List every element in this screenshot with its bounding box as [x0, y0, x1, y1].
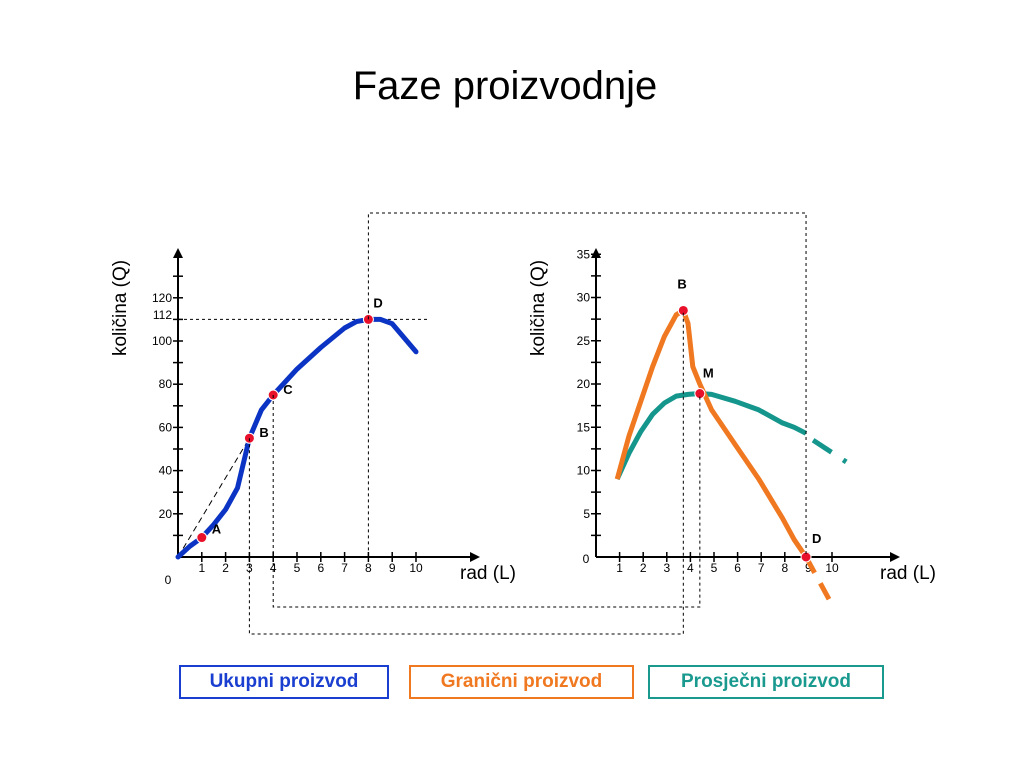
y-tick-label: 100: [152, 334, 172, 348]
y-tick-label: 60: [159, 420, 173, 434]
y-tick-label: 5: [583, 507, 590, 521]
x-tick-label: 10: [825, 561, 839, 575]
x-axis-arrow: [890, 552, 900, 562]
point-label-m: M: [703, 366, 714, 381]
x-tick-label: 4: [270, 561, 277, 575]
y-axis-label: količina (Q): [110, 260, 131, 356]
y-tick-label: 15: [577, 420, 591, 434]
x-tick-label: 7: [758, 561, 765, 575]
slide-title: Faze proizvodnje: [352, 64, 658, 108]
legend-marginal-product: Granični proizvod: [409, 665, 634, 699]
point-label-d: D: [373, 295, 382, 310]
x-tick-label: 6: [734, 561, 741, 575]
x-tick-label: 8: [781, 561, 788, 575]
average-product-line: [614, 391, 808, 481]
x-axis-label: rad (L): [880, 563, 936, 584]
connector-b: [248, 310, 684, 635]
y-tick-label: 20: [577, 377, 591, 391]
x-tick-label: 2: [222, 561, 229, 575]
y-axis-arrow: [591, 248, 601, 258]
y-tick-label: 10: [577, 464, 591, 478]
x-tick-label: 5: [294, 561, 301, 575]
point-label-d: D: [812, 531, 821, 546]
connector-c: [272, 393, 701, 608]
connector-d: [367, 212, 807, 557]
y-tick-label: 30: [577, 291, 591, 305]
y-axis-arrow: [173, 248, 183, 258]
average-product-extension: [811, 438, 848, 464]
x-tick-label: 8: [365, 561, 372, 575]
x-tick-label: 7: [341, 561, 348, 575]
y-tick-label: 40: [159, 464, 173, 478]
point-label-b: B: [677, 276, 686, 291]
x-tick-label: 6: [317, 561, 324, 575]
y-tick-label: 120: [152, 291, 172, 305]
marginal-product-line: [614, 308, 809, 559]
x-axis-label: rad (L): [460, 563, 516, 584]
origin-label: 0: [583, 552, 590, 566]
x-tick-label: 5: [711, 561, 718, 575]
x-tick-label: 3: [663, 561, 670, 575]
x-axis-arrow: [470, 552, 480, 562]
y-tick-label: 112: [153, 308, 172, 322]
y-tick-label: 20: [159, 507, 173, 521]
x-tick-label: 1: [616, 561, 623, 575]
marginal-product-extension: [803, 555, 832, 602]
point-a: [196, 532, 208, 544]
point-label-c: C: [283, 382, 293, 397]
tangent-line: [177, 437, 250, 558]
point-label-b: B: [259, 425, 268, 440]
point-label-a: A: [212, 522, 222, 537]
legend-average-product: Prosječni proizvod: [648, 665, 884, 699]
y-tick-label: 25: [577, 334, 591, 348]
x-tick-label: 2: [640, 561, 647, 575]
x-tick-label: 4: [687, 561, 694, 575]
y-axis-label: količina (Q): [528, 260, 549, 356]
origin-label: 0: [165, 573, 172, 587]
x-tick-label: 9: [389, 561, 396, 575]
x-tick-label: 1: [198, 561, 205, 575]
y-tick-label: 35: [577, 247, 591, 261]
x-tick-label: 3: [246, 561, 253, 575]
x-tick-label: 9: [805, 561, 812, 575]
y-tick-label: 80: [159, 377, 173, 391]
x-tick-label: 10: [409, 561, 423, 575]
legend-total-product: Ukupni proizvod: [179, 665, 389, 699]
